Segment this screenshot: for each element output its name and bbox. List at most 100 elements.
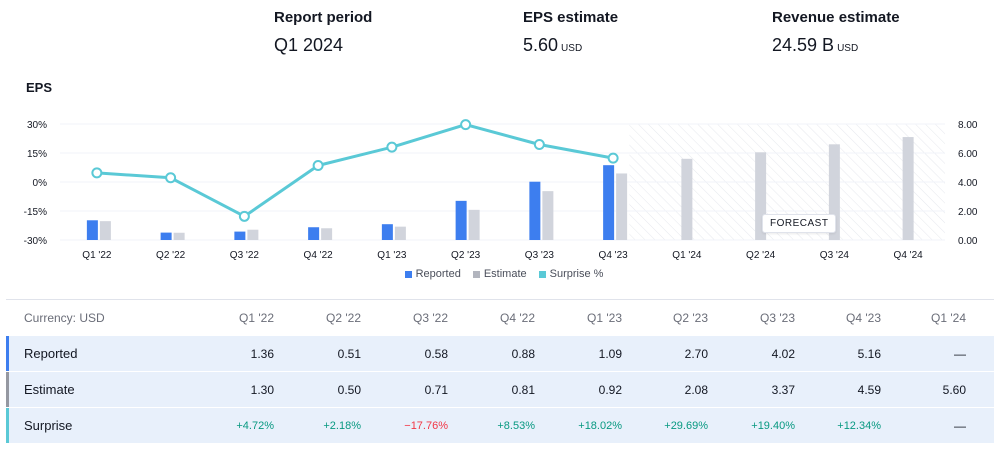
table-cell: 3.37	[771, 382, 795, 397]
table-cell: −17.76%	[404, 419, 448, 432]
surprise-point	[533, 138, 545, 150]
row-marker-reported	[6, 336, 9, 371]
column-header: Q1 '23	[587, 310, 622, 325]
revenue-estimate-label: Revenue estimate	[772, 9, 900, 26]
table-cell: 1.36	[250, 346, 274, 361]
reported-bar	[381, 224, 393, 240]
reported-bar	[603, 165, 615, 240]
eps-estimate-block: EPS estimate 5.60 USD	[523, 8, 618, 57]
reported-bar	[86, 220, 98, 240]
chart-title: EPS	[26, 80, 53, 95]
table-cell: 0.50	[337, 382, 361, 397]
table-cell: 4.59	[857, 382, 881, 397]
x-axis-tick: Q3 '22	[230, 250, 260, 261]
reported-bar	[308, 227, 320, 240]
table-cell: 0.51	[337, 346, 361, 361]
surprise-point	[460, 119, 472, 131]
estimate-bar	[247, 229, 259, 240]
eps-table: Currency: USD Q1 '22 Q2 '22 Q3 '22 Q4 '2…	[6, 299, 994, 443]
legend-estimate-label: Estimate	[483, 268, 527, 280]
row-label: Reported	[24, 346, 78, 361]
row-marker-estimate	[6, 372, 9, 407]
eps-estimate-value: 5.60	[523, 35, 559, 55]
legend-reported-label: Reported	[415, 268, 461, 280]
estimate-bar	[394, 226, 406, 240]
table-cell: 0.88	[511, 346, 535, 361]
forecast-badge: FORECAST	[762, 214, 837, 233]
surprise-point	[312, 160, 324, 172]
surprise-point	[238, 210, 250, 222]
report-period-value: Q1 2024	[274, 35, 344, 55]
table-cell: 1.09	[598, 346, 622, 361]
table-cell: —	[954, 418, 966, 433]
column-header: Q1 '24	[931, 310, 966, 325]
legend-estimate-swatch	[472, 270, 480, 278]
table-row-estimate: Estimate 1.30 0.50 0.71 0.81 0.92 2.08 3…	[6, 371, 994, 407]
table-cell: 5.60	[942, 382, 966, 397]
table-cell: 4.02	[771, 346, 795, 361]
row-label: Surprise	[24, 418, 73, 433]
table-cell: 0.81	[511, 382, 535, 397]
eps-estimate-unit: USD	[561, 43, 583, 54]
table-cell: +12.34%	[837, 419, 881, 432]
surprise-point	[386, 141, 398, 153]
reported-bar	[455, 200, 467, 240]
table-cell: 1.30	[250, 382, 274, 397]
row-marker-surprise	[6, 408, 9, 443]
right-axis-tick: 4.00	[958, 178, 978, 189]
table-cell: +8.53%	[497, 419, 535, 432]
table-cell: 0.58	[424, 346, 448, 361]
x-axis-tick: Q1 '22	[82, 250, 112, 261]
column-header: Q2 '22	[326, 310, 361, 325]
estimate-bar	[755, 152, 767, 240]
x-axis-tick: Q3 '24	[820, 250, 850, 261]
x-axis-tick: Q1 '23	[377, 250, 407, 261]
estimate-bar	[99, 221, 111, 240]
estimate-bar	[173, 232, 185, 240]
estimate-bar	[542, 191, 554, 240]
column-header: Q3 '23	[760, 310, 795, 325]
table-cell: 0.92	[598, 382, 622, 397]
right-axis-tick: 6.00	[958, 149, 978, 160]
legend-surprise-label: Surprise %	[549, 268, 604, 280]
row-label: Estimate	[24, 382, 75, 397]
eps-chart[interactable]: 30% 8.00 15% 6.00 0% 4.00 -15% 2.00 -30% 0.00 Q1 '…	[0, 100, 1000, 266]
column-header: Q2 '23	[673, 310, 708, 325]
left-axis-tick: 15%	[27, 149, 47, 160]
surprise-point	[607, 152, 619, 164]
left-axis-tick: 0%	[33, 178, 48, 189]
table-cell: +19.40%	[751, 419, 795, 432]
reported-bar	[160, 232, 172, 240]
legend-reported-swatch	[404, 270, 412, 278]
right-axis-tick: 2.00	[958, 207, 978, 218]
reported-bar	[529, 181, 541, 240]
left-axis-tick: -15%	[24, 207, 47, 218]
reported-bar	[234, 231, 246, 240]
table-row-surprise: Surprise +4.72% +2.18% −17.76% +8.53% +1…	[6, 407, 994, 443]
table-header-row: Currency: USD Q1 '22 Q2 '22 Q3 '22 Q4 '2…	[6, 299, 994, 335]
table-cell: 5.16	[857, 346, 881, 361]
table-cell: 2.08	[684, 382, 708, 397]
estimate-bar	[902, 137, 914, 240]
right-axis-tick: 8.00	[958, 120, 978, 131]
table-cell: +2.18%	[323, 419, 361, 432]
legend-surprise-swatch	[538, 270, 546, 278]
currency-label: Currency: USD	[24, 310, 105, 325]
left-axis-tick: 30%	[27, 120, 47, 131]
revenue-estimate-value: 24.59 B	[772, 35, 835, 55]
column-header: Q1 '22	[239, 310, 274, 325]
legend-estimate[interactable]: Estimate	[472, 268, 527, 280]
column-header: Q3 '22	[413, 310, 448, 325]
estimate-bar	[681, 158, 693, 240]
x-axis-tick: Q2 '23	[451, 250, 481, 261]
eps-estimate-label: EPS estimate	[523, 9, 619, 26]
report-period-block: Report period Q1 2024	[274, 8, 372, 57]
legend-surprise[interactable]: Surprise %	[538, 268, 604, 280]
column-header: Q4 '22	[500, 310, 535, 325]
legend-reported[interactable]: Reported	[404, 268, 461, 280]
x-axis-tick: Q2 '24	[746, 250, 776, 261]
x-axis-tick: Q4 '24	[894, 250, 924, 261]
revenue-estimate-value-wrap: 24.59 B USD	[772, 33, 900, 57]
table-row-reported: Reported 1.36 0.51 0.58 0.88 1.09 2.70 4…	[6, 335, 994, 371]
x-axis-tick: Q4 '22	[304, 250, 334, 261]
